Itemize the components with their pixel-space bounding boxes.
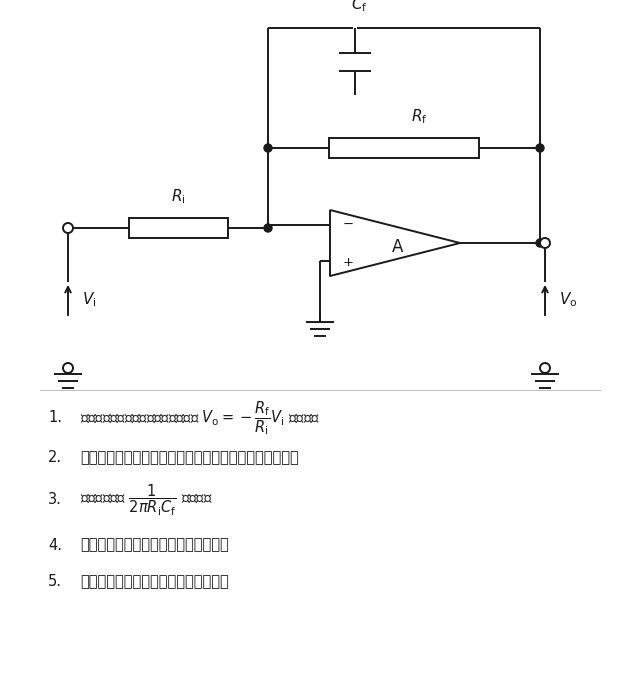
Text: 5.: 5. xyxy=(48,575,62,590)
Text: 4.: 4. xyxy=(48,537,62,552)
Circle shape xyxy=(540,363,550,373)
Text: $-$: $-$ xyxy=(342,217,353,230)
Text: $R_{\mathrm{f}}$: $R_{\mathrm{f}}$ xyxy=(411,108,427,126)
Text: 1.: 1. xyxy=(48,411,62,426)
Circle shape xyxy=(63,223,73,233)
Text: 遮断周波数より十分に高い帯域では微分特性を有する。: 遮断周波数より十分に高い帯域では微分特性を有する。 xyxy=(80,451,298,466)
Text: 2.: 2. xyxy=(48,451,62,466)
Circle shape xyxy=(536,239,544,247)
Text: $V_{\mathrm{i}}$: $V_{\mathrm{i}}$ xyxy=(82,291,97,309)
Circle shape xyxy=(63,363,73,373)
Text: $C_{\mathrm{f}}$: $C_{\mathrm{f}}$ xyxy=(351,0,367,14)
Circle shape xyxy=(540,238,550,248)
Bar xyxy=(129,218,228,238)
Text: 3.: 3. xyxy=(48,492,62,507)
Text: 出力インピーダンスは無限大である。: 出力インピーダンスは無限大である。 xyxy=(80,575,229,590)
Text: A: A xyxy=(392,238,403,256)
Circle shape xyxy=(536,144,544,152)
Text: $R_{\mathrm{i}}$: $R_{\mathrm{i}}$ xyxy=(171,187,186,206)
Bar xyxy=(329,138,479,158)
Text: 入力インピーダンスは無限大である。: 入力インピーダンスは無限大である。 xyxy=(80,537,229,552)
Circle shape xyxy=(264,224,272,232)
Text: 遮断周波数より十分に低い帯域では $V_{\mathrm{o}} = -\dfrac{R_{\mathrm{f}}}{R_{\mathrm{i}}}V_{\ma: 遮断周波数より十分に低い帯域では $V_{\mathrm{o}} = -\dfr… xyxy=(80,399,320,437)
Text: 遮断周波数は $\dfrac{1}{2\pi R_{\mathrm{i}}C_{\mathrm{f}}}$ である。: 遮断周波数は $\dfrac{1}{2\pi R_{\mathrm{i}}C_{… xyxy=(80,482,213,518)
Text: $V_{\mathrm{o}}$: $V_{\mathrm{o}}$ xyxy=(559,291,577,309)
Circle shape xyxy=(264,144,272,152)
Text: $+$: $+$ xyxy=(342,256,353,269)
